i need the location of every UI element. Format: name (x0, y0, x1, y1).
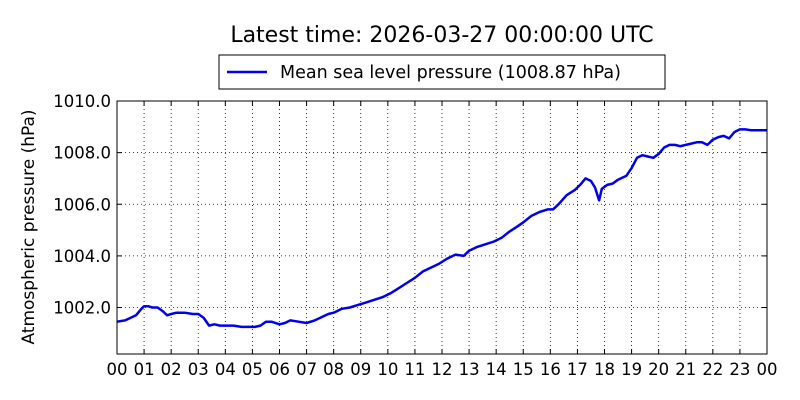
x-tick-label: 15 (513, 360, 534, 379)
x-tick-label: 02 (161, 360, 182, 379)
y-tick-label: 1004.0 (53, 247, 111, 266)
x-tick-label: 11 (404, 360, 425, 379)
y-tick-label: 1006.0 (53, 195, 111, 214)
ticks (116, 100, 768, 354)
plot-frame (116, 100, 768, 355)
x-tick-label: 19 (621, 360, 642, 379)
x-tick-label: 05 (242, 360, 263, 379)
y-axis-label: Atmospheric pressure (hPa) (19, 109, 39, 344)
x-tick-label: 12 (432, 360, 453, 379)
x-tick-label: 09 (350, 360, 371, 379)
x-tick-label: 22 (702, 360, 723, 379)
x-tick-label: 23 (729, 360, 750, 379)
x-tick-label: 00 (757, 360, 778, 379)
series-layer (116, 128, 767, 329)
x-tick-labels: 00 01 02 03 04 05 06 07 08 09 10 11 12 13 14 15 16 17 18 19… (107, 360, 778, 379)
x-tick-label: 17 (567, 360, 588, 379)
x-tick-label: 08 (323, 360, 344, 379)
x-tick-label: 04 (215, 360, 236, 379)
chart-title: Latest time: 2026-03-27 00:00:00 UTC (230, 23, 653, 48)
y-tick-label: 1010.0 (53, 92, 111, 111)
x-tick-label: 01 (134, 360, 155, 379)
y-tick-label: 1008.0 (53, 144, 111, 163)
x-tick-label: 13 (459, 360, 480, 379)
y-tick-label: 1002.0 (53, 299, 111, 318)
x-tick-label: 20 (648, 360, 669, 379)
series-line (116, 128, 767, 329)
x-tick-label: 03 (188, 360, 209, 379)
legend: Mean sea level pressure (1008.87 hPa) (218, 54, 666, 90)
x-tick-label: 21 (675, 360, 696, 379)
x-tick-label: 10 (377, 360, 398, 379)
x-tick-label: 18 (594, 360, 615, 379)
legend-box (218, 54, 666, 90)
x-tick-label: 14 (486, 360, 507, 379)
x-tick-label: 00 (107, 360, 128, 379)
x-tick-label: 06 (269, 360, 290, 379)
x-tick-label: 16 (540, 360, 561, 379)
x-tick-label: 07 (296, 360, 317, 379)
y-tick-labels: 1002.0 1004.0 1006.0 1008.0 1010.0 (53, 92, 111, 318)
grid (117, 101, 767, 354)
legend-entry-label: Mean sea level pressure (1008.87 hPa) (280, 63, 621, 83)
